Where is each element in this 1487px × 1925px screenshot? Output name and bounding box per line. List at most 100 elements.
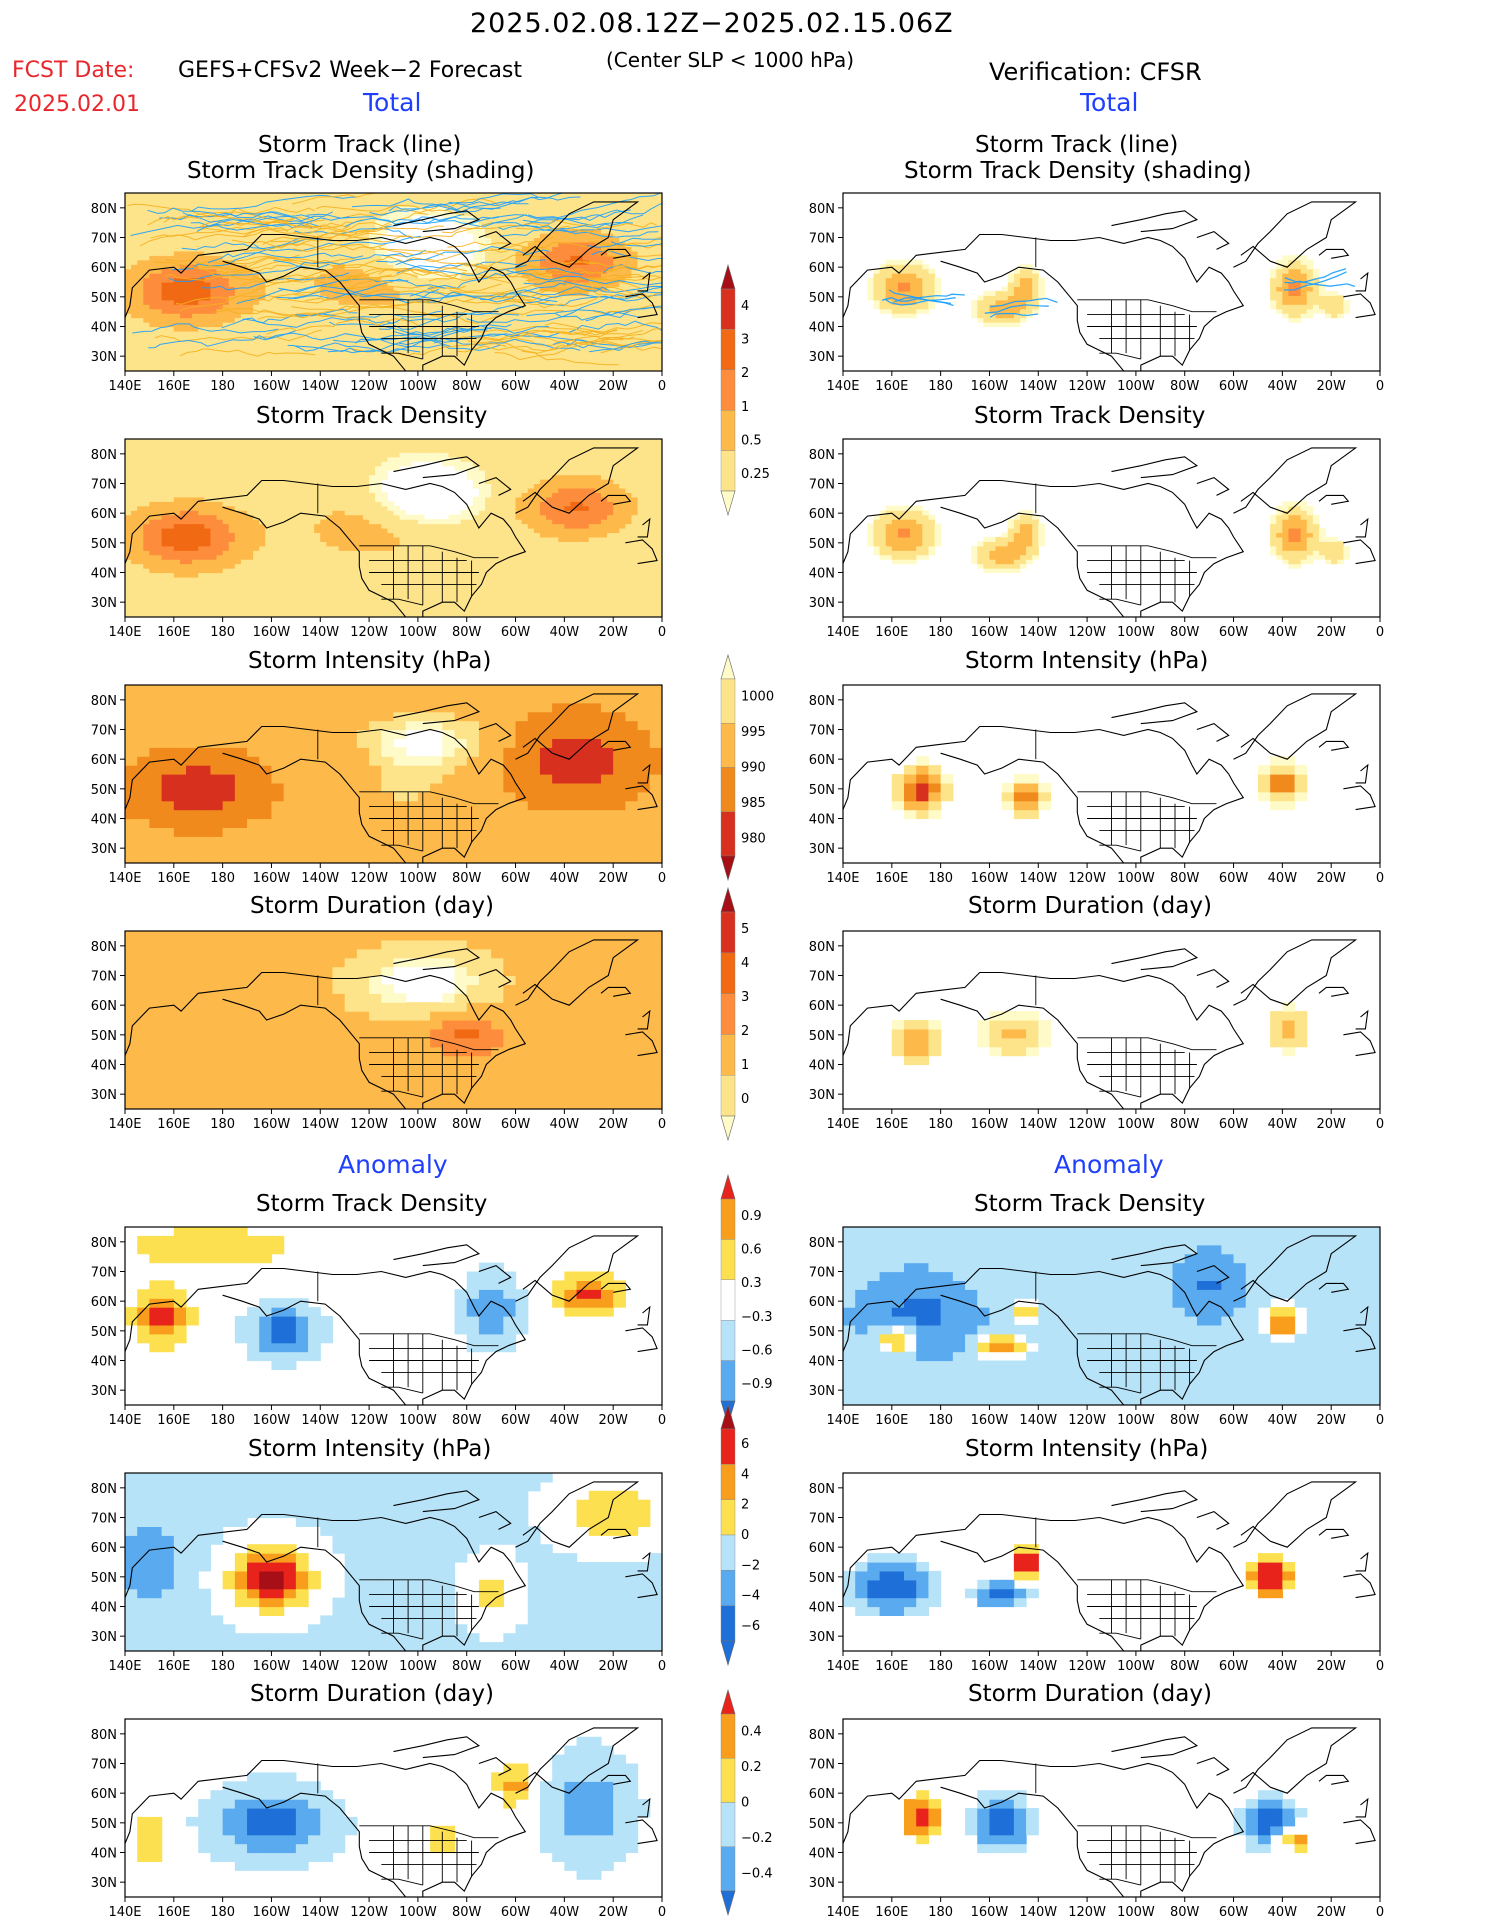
shade-cell xyxy=(247,608,254,614)
shade-cell xyxy=(216,514,224,520)
shade-cell xyxy=(594,206,602,212)
shade-cell xyxy=(430,295,437,301)
criterion-label: (Center SLP < 1000 hPa) xyxy=(606,48,854,72)
shade-cell xyxy=(149,273,157,279)
shade-cell xyxy=(1288,299,1296,305)
shade-cell xyxy=(259,528,266,534)
shade-cell xyxy=(216,563,224,569)
shade-cell xyxy=(308,353,315,359)
shade-cell xyxy=(125,259,132,265)
shade-cell xyxy=(301,295,309,301)
shade-cell xyxy=(588,246,596,252)
shade-cell xyxy=(631,362,639,368)
shade-cell xyxy=(1270,277,1277,283)
shade-cell xyxy=(192,470,199,476)
shade-cell xyxy=(582,308,590,314)
shade-cell xyxy=(576,201,584,207)
shade-cell xyxy=(588,357,596,363)
shade-cell xyxy=(210,237,218,243)
shade-cell xyxy=(509,286,517,292)
shade-cell xyxy=(222,357,230,363)
shade-cell xyxy=(454,273,462,279)
shade-cell xyxy=(873,286,881,292)
shade-cell xyxy=(143,510,151,516)
shade-cell xyxy=(131,612,138,617)
shade-cell xyxy=(430,282,437,288)
shade-cell xyxy=(204,599,212,605)
shade-cell xyxy=(247,505,254,511)
shade-cell xyxy=(558,255,565,261)
shade-cell xyxy=(198,241,205,247)
shade-cell xyxy=(198,299,205,305)
shade-cell xyxy=(375,193,382,199)
shade-cell xyxy=(320,290,327,296)
shade-cell xyxy=(137,576,144,582)
shade-cell xyxy=(222,250,230,256)
shade-cell xyxy=(216,599,224,605)
shade-cell xyxy=(362,339,370,345)
shade-cell xyxy=(649,250,657,256)
shade-cell xyxy=(436,206,443,212)
shade-cell xyxy=(247,452,254,458)
shade-cell xyxy=(204,572,212,578)
shade-cell xyxy=(210,501,218,507)
shade-cell xyxy=(204,299,212,305)
shade-cell xyxy=(216,250,224,256)
shade-cell xyxy=(448,322,456,328)
shade-cell xyxy=(399,215,407,221)
shade-cell xyxy=(460,268,468,274)
shade-cell xyxy=(247,585,254,591)
shade-cell xyxy=(149,514,157,520)
shade-cell xyxy=(228,576,236,582)
shade-cell xyxy=(247,461,254,467)
storm-track-line xyxy=(486,272,646,282)
shade-cell xyxy=(515,206,523,212)
shade-cell xyxy=(356,210,364,216)
shade-cell xyxy=(1331,295,1338,301)
shade-cell xyxy=(588,193,596,199)
shade-cell xyxy=(485,304,492,310)
shade-cell xyxy=(186,501,193,507)
shade-cell xyxy=(570,308,578,314)
shade-cell xyxy=(179,282,187,288)
shade-cell xyxy=(1300,264,1308,270)
shade-cell xyxy=(1325,313,1332,319)
shade-cell xyxy=(198,492,205,498)
shade-cell xyxy=(1013,290,1021,296)
shade-cell xyxy=(259,308,266,314)
shade-cell xyxy=(1019,290,1027,296)
shade-cell xyxy=(167,483,175,489)
shade-cell xyxy=(179,250,187,256)
shade-cell xyxy=(1026,308,1033,314)
shade-cell xyxy=(649,224,657,230)
shade-cell xyxy=(350,264,358,270)
shade-cell xyxy=(539,259,547,265)
shade-cell xyxy=(649,348,657,354)
shade-cell xyxy=(607,286,614,292)
shade-cell xyxy=(625,353,633,359)
shade-cell xyxy=(228,344,236,350)
shade-cell xyxy=(1318,286,1326,292)
shade-cell xyxy=(173,519,181,525)
shade-cell xyxy=(161,286,169,292)
shade-cell xyxy=(198,233,205,239)
shade-cell xyxy=(271,282,279,288)
shade-cell xyxy=(369,233,376,239)
shade-cell xyxy=(350,362,358,368)
shade-cell xyxy=(295,206,303,212)
lon-tick-label: 20W xyxy=(598,379,628,394)
shade-cell xyxy=(885,286,893,292)
shade-cell xyxy=(198,304,205,310)
shade-cell xyxy=(179,479,187,485)
shade-cell xyxy=(167,536,175,542)
shade-cell xyxy=(253,541,260,547)
fcst-date-value: 2025.02.01 xyxy=(14,92,140,117)
shade-cell xyxy=(460,282,468,288)
shade-cell xyxy=(594,330,602,336)
shade-cell xyxy=(916,304,923,310)
shade-cell xyxy=(131,326,138,332)
shade-cell xyxy=(891,299,899,305)
shade-cell xyxy=(228,496,236,502)
shade-cell xyxy=(131,483,138,489)
shade-cell xyxy=(179,273,187,279)
